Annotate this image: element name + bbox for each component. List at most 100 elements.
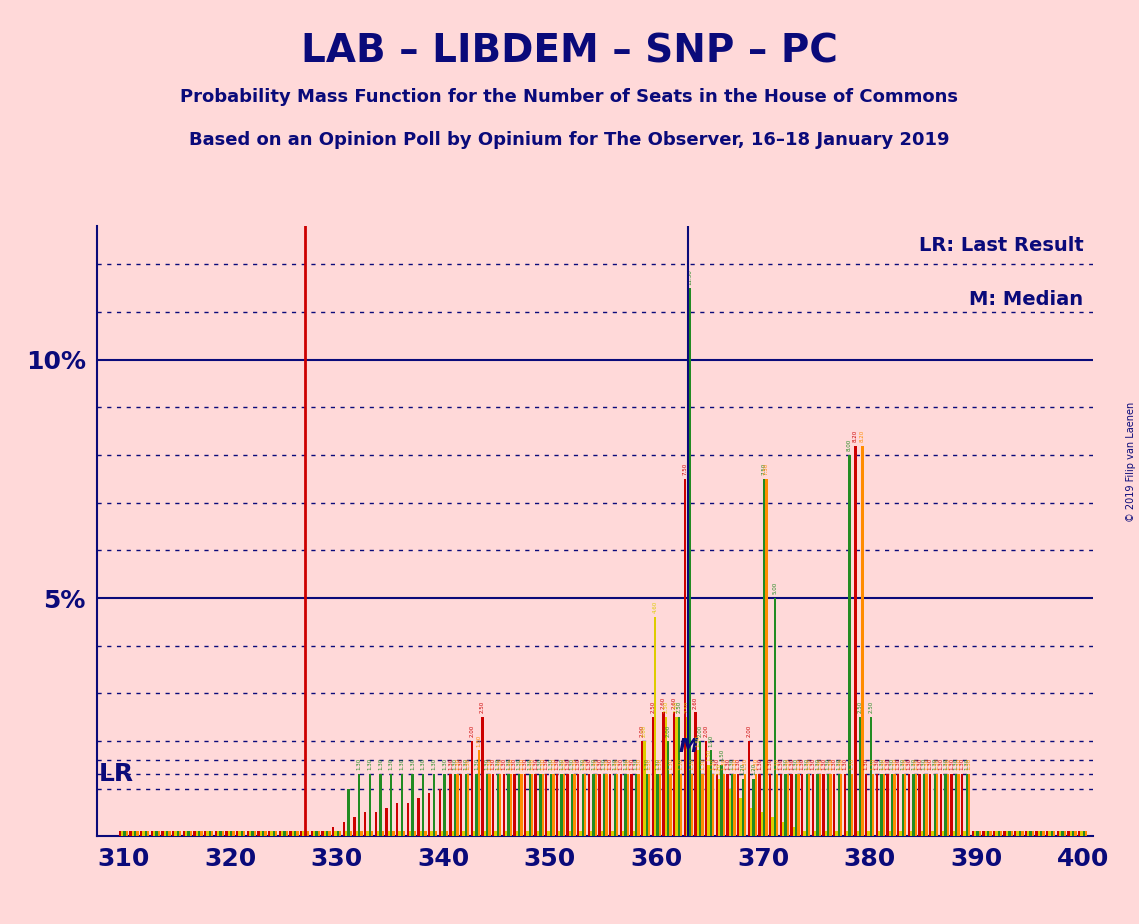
- Bar: [339, 832, 342, 836]
- Bar: [620, 774, 622, 836]
- Text: 1.30: 1.30: [454, 759, 460, 771]
- Text: 2.60: 2.60: [661, 697, 666, 709]
- Text: 1.30: 1.30: [474, 759, 478, 771]
- Text: 11.50: 11.50: [687, 269, 693, 285]
- Bar: [923, 774, 925, 836]
- Text: 1.30: 1.30: [850, 759, 854, 771]
- Bar: [470, 741, 473, 836]
- Text: 1.30: 1.30: [842, 759, 847, 771]
- Bar: [252, 832, 254, 836]
- Bar: [236, 832, 238, 836]
- Bar: [729, 788, 731, 836]
- Bar: [162, 832, 164, 836]
- Bar: [888, 832, 891, 836]
- Bar: [407, 803, 409, 836]
- Bar: [822, 774, 825, 836]
- Text: 1.30: 1.30: [491, 759, 495, 771]
- Text: 1.30: 1.30: [572, 759, 577, 771]
- Text: 1.30: 1.30: [625, 759, 631, 771]
- Bar: [489, 774, 491, 836]
- Bar: [776, 774, 778, 836]
- Text: 1.30: 1.30: [559, 759, 564, 771]
- Text: 1.30: 1.30: [608, 759, 613, 771]
- Bar: [546, 774, 548, 836]
- Text: 1.30: 1.30: [466, 759, 470, 771]
- Bar: [417, 798, 419, 836]
- Bar: [702, 774, 704, 836]
- Bar: [1035, 832, 1038, 836]
- Bar: [166, 832, 169, 836]
- Text: 1.30: 1.30: [875, 759, 879, 771]
- Text: 1.30: 1.30: [863, 759, 869, 771]
- Text: 1.30: 1.30: [511, 759, 517, 771]
- Bar: [598, 774, 600, 836]
- Bar: [431, 832, 433, 836]
- Bar: [880, 774, 883, 836]
- Bar: [1032, 832, 1034, 836]
- Bar: [695, 712, 697, 836]
- Bar: [516, 832, 518, 836]
- Bar: [507, 774, 509, 836]
- Text: 1.30: 1.30: [442, 759, 446, 771]
- Bar: [584, 774, 587, 836]
- Text: 1.30: 1.30: [895, 759, 901, 771]
- Bar: [345, 832, 347, 836]
- Bar: [560, 774, 563, 836]
- Bar: [986, 832, 989, 836]
- Bar: [741, 779, 744, 836]
- Bar: [558, 832, 560, 836]
- Bar: [411, 774, 413, 836]
- Text: 1.30: 1.30: [669, 759, 673, 771]
- Bar: [1081, 832, 1083, 836]
- Bar: [467, 774, 469, 836]
- Bar: [844, 774, 846, 836]
- Bar: [556, 774, 558, 836]
- Bar: [367, 832, 369, 836]
- Text: 1.30: 1.30: [736, 759, 740, 771]
- Text: 7.50: 7.50: [682, 463, 687, 475]
- Text: 1.30: 1.30: [818, 759, 822, 771]
- Bar: [912, 774, 915, 836]
- Text: 1.30: 1.30: [810, 759, 816, 771]
- Text: 2.60: 2.60: [693, 697, 698, 709]
- Bar: [854, 445, 857, 836]
- Text: 1.30: 1.30: [367, 759, 372, 771]
- Bar: [688, 288, 690, 836]
- Bar: [771, 817, 773, 836]
- Bar: [1042, 832, 1044, 836]
- Bar: [188, 832, 190, 836]
- Bar: [169, 832, 171, 836]
- Bar: [371, 832, 374, 836]
- Bar: [155, 832, 158, 836]
- Bar: [680, 774, 682, 836]
- Bar: [147, 832, 149, 836]
- Bar: [940, 774, 942, 836]
- Bar: [289, 832, 292, 836]
- Bar: [486, 774, 489, 836]
- Bar: [665, 717, 667, 836]
- Bar: [612, 832, 614, 836]
- Bar: [976, 832, 978, 836]
- Bar: [876, 774, 878, 836]
- Text: 5.00: 5.00: [772, 582, 777, 594]
- Bar: [616, 774, 618, 836]
- Bar: [125, 832, 129, 836]
- Bar: [803, 832, 805, 836]
- Bar: [232, 832, 235, 836]
- Text: 1.30: 1.30: [508, 759, 514, 771]
- Bar: [633, 832, 636, 836]
- Bar: [859, 717, 861, 836]
- Bar: [899, 832, 902, 836]
- Bar: [865, 774, 867, 836]
- Bar: [872, 774, 875, 836]
- Bar: [1064, 832, 1066, 836]
- Bar: [989, 832, 992, 836]
- Text: 1.30: 1.30: [530, 759, 534, 771]
- Bar: [355, 832, 358, 836]
- Bar: [904, 774, 907, 836]
- Bar: [401, 774, 403, 836]
- Bar: [600, 832, 604, 836]
- Bar: [580, 832, 582, 836]
- Text: 1.30: 1.30: [945, 759, 950, 771]
- Bar: [509, 774, 511, 836]
